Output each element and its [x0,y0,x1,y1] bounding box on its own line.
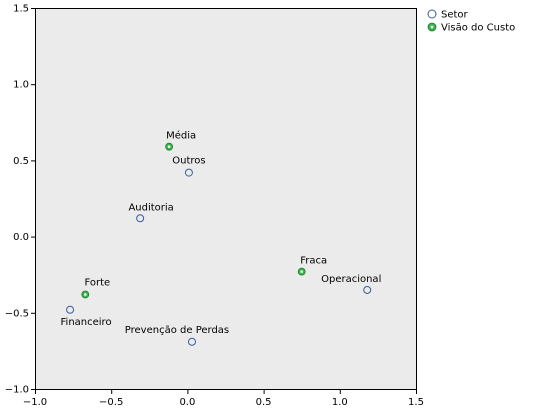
point-marker [184,168,193,177]
point-label: Operacional [321,274,381,285]
y-tick-label: 1.0 [13,80,29,91]
point-marker [363,285,372,294]
point-marker [187,337,196,346]
y-tick-label: 1.5 [13,4,29,15]
y-tick-label: 0.5 [13,156,29,167]
point-marker-center [300,270,304,273]
x-tick-label: 1.0 [332,397,348,408]
legend-label: Visão do Custo [441,23,515,34]
point-label: Financeiro [61,317,112,328]
point-label: Outros [172,156,205,167]
x-axis: −1.0 −0.5 0.0 0.5 1.0 1.5 [23,389,424,408]
y-tick-label: −0.5 [5,308,29,319]
y-axis: −1.0 −0.5 0.0 0.5 1.0 1.5 [5,4,36,396]
x-tick-label: −0.5 [99,397,123,408]
point-label: Fraca [300,256,327,267]
point-marker [66,305,75,314]
x-tick-label: −1.0 [23,397,47,408]
point-label: Prevenção de Perdas [125,325,229,336]
point-marker-center [167,145,171,148]
legend-marker [427,9,437,19]
point-label: Auditoria [128,202,173,213]
y-tick-label: 0.0 [13,232,29,243]
point-marker [136,214,145,223]
legend-marker-center [430,25,434,29]
data-points: Outros Auditoria Operacional Financeiro Prev… [61,130,381,346]
legend-label: Setor [441,10,469,21]
x-tick-label: 1.5 [408,397,424,408]
x-tick-label: 0.0 [179,397,195,408]
x-tick-label: 0.5 [256,397,272,408]
plot-area [35,8,417,390]
point-marker-center [83,293,87,296]
legend: Setor Visão do Custo [427,9,515,34]
point-label: Forte [84,278,110,289]
point-label: Média [166,130,196,142]
y-tick-label: −1.0 [5,385,29,396]
